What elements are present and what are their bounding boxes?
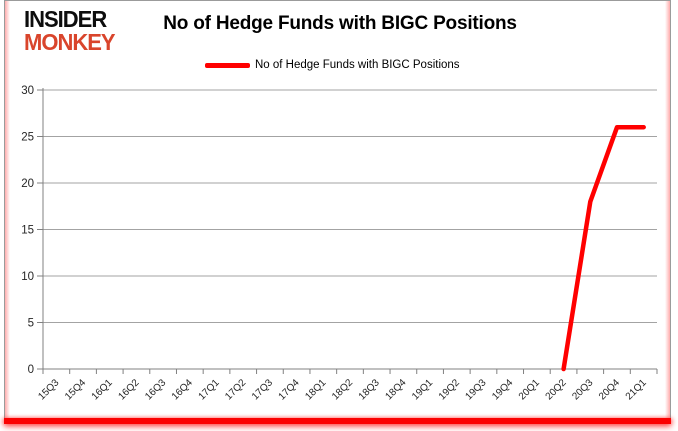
right-edge-glow bbox=[665, 1, 670, 423]
svg-text:15: 15 bbox=[21, 225, 34, 237]
svg-text:19Q1: 19Q1 bbox=[410, 377, 435, 402]
svg-text:17Q4: 17Q4 bbox=[277, 377, 302, 402]
svg-text:20Q4: 20Q4 bbox=[597, 377, 622, 402]
legend: No of Hedge Funds with BIGC Positions bbox=[205, 58, 460, 72]
svg-text:19Q2: 19Q2 bbox=[437, 377, 462, 402]
svg-text:17Q2: 17Q2 bbox=[223, 377, 248, 402]
svg-text:19Q3: 19Q3 bbox=[464, 377, 489, 402]
svg-text:0: 0 bbox=[28, 364, 34, 376]
svg-text:5: 5 bbox=[28, 318, 34, 330]
svg-text:20Q2: 20Q2 bbox=[544, 377, 569, 402]
svg-text:17Q1: 17Q1 bbox=[197, 377, 222, 402]
svg-text:10: 10 bbox=[21, 271, 34, 283]
svg-text:16Q4: 16Q4 bbox=[170, 377, 195, 402]
bottom-accent-bar bbox=[4, 418, 671, 424]
svg-text:18Q4: 18Q4 bbox=[383, 377, 408, 402]
legend-line-swatch bbox=[205, 62, 250, 68]
svg-text:20Q1: 20Q1 bbox=[517, 377, 542, 402]
svg-text:20: 20 bbox=[21, 178, 34, 190]
svg-text:16Q2: 16Q2 bbox=[116, 377, 141, 402]
card-frame bbox=[4, 0, 671, 424]
svg-text:20Q3: 20Q3 bbox=[570, 377, 595, 402]
svg-text:21Q1: 21Q1 bbox=[624, 377, 649, 402]
chart-title: No of Hedge Funds with BIGC Positions bbox=[163, 13, 517, 34]
svg-text:18Q3: 18Q3 bbox=[357, 377, 382, 402]
svg-text:18Q2: 18Q2 bbox=[330, 377, 355, 402]
svg-text:15Q3: 15Q3 bbox=[36, 377, 61, 402]
svg-text:16Q1: 16Q1 bbox=[90, 377, 115, 402]
logo-line-monkey: MONKEY bbox=[24, 29, 116, 56]
svg-text:15Q4: 15Q4 bbox=[63, 377, 88, 402]
insider-monkey-logo: INSIDER MONKEY bbox=[24, 5, 116, 56]
svg-text:16Q3: 16Q3 bbox=[143, 377, 168, 402]
svg-text:18Q1: 18Q1 bbox=[303, 377, 328, 402]
left-edge-glow bbox=[5, 1, 10, 423]
svg-text:25: 25 bbox=[21, 132, 34, 144]
svg-text:17Q3: 17Q3 bbox=[250, 377, 275, 402]
legend-label: No of Hedge Funds with BIGC Positions bbox=[255, 59, 460, 71]
svg-text:19Q4: 19Q4 bbox=[490, 377, 515, 402]
logo-line-insider: INSIDER bbox=[24, 5, 107, 33]
svg-text:30: 30 bbox=[21, 85, 34, 97]
